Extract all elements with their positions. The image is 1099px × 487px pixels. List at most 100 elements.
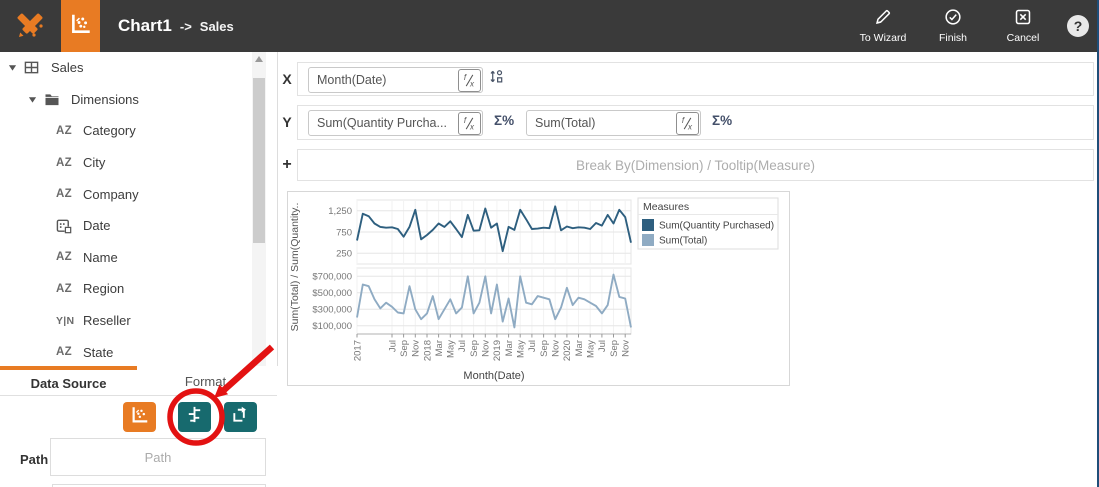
cancel-button[interactable]: Cancel [993,8,1053,44]
folder-icon [44,93,68,106]
svg-text:Mar: Mar [504,340,515,356]
az-field-icon: AZ [56,156,72,169]
svg-text:Nov: Nov [481,340,492,357]
field-layout-icon [185,405,204,429]
caret-down-icon[interactable] [8,63,24,72]
svg-text:May: May [446,340,457,358]
svg-text:Jul: Jul [527,340,538,352]
sidebar-item-state[interactable]: AZ State [0,336,277,368]
window-right-border [1097,0,1099,487]
active-chart-tool-tab[interactable] [61,0,100,52]
close-box-icon [1014,8,1032,29]
sidebar-item-sales[interactable]: Sales [0,52,277,84]
path-input[interactable] [51,439,265,475]
svg-text:2017: 2017 [352,340,363,361]
break-by-drop-row[interactable]: Break By(Dimension) / Tooltip(Measure) [297,149,1094,181]
tree-item-label: Dimensions [71,91,139,107]
flip-page-button[interactable] [224,402,257,432]
svg-text:f: f [682,116,685,125]
svg-text:2020: 2020 [562,340,573,361]
window-title: Chart1 -> Sales [118,0,234,52]
az-field-icon: AZ [56,188,72,201]
svg-text:750: 750 [336,227,352,238]
sidebar-item-city[interactable]: AZ City [0,147,277,179]
finish-label: Finish [938,32,967,44]
svg-text:Nov: Nov [411,340,422,357]
sidebar-item-category[interactable]: AZ Category [0,115,277,147]
to-wizard-button[interactable]: To Wizard [853,8,913,44]
svg-text:x: x [469,79,475,88]
svg-text:250: 250 [336,249,352,260]
field-tree: Sales Dimensions AZ Category AZ City AZ Company… [0,52,277,368]
svg-text:Sep: Sep [539,340,550,357]
pencil-icon [874,8,892,29]
x-axis-row-label: X [282,71,292,87]
chart-line-0 [356,205,632,253]
tree-item-label: Company [83,186,139,202]
app-logo-icon[interactable] [11,7,49,45]
sidebar-item-dimensions[interactable]: Dimensions [0,84,277,116]
tree-item-label: Reseller [83,313,131,329]
scrollbar-thumb[interactable] [253,78,265,243]
sidebar-item-region[interactable]: AZ Region [0,273,277,305]
sidebar-item-company[interactable]: AZ Company [0,178,277,210]
az-field-icon: AZ [56,251,72,264]
chart-ylabel: Sum(Total) / Sum(Quantity.. [289,203,301,332]
sort-order-icon[interactable] [488,68,505,85]
scatter-chart-icon [69,12,93,41]
svg-text:Jul: Jul [457,340,468,352]
svg-text:f: f [464,73,467,82]
next-input-partial [52,484,266,487]
sidebar-item-reseller[interactable]: Y|N Reseller [0,305,277,337]
path-label: Path [20,452,49,467]
az-field-icon: AZ [56,282,72,295]
measures-line-chart: 250 750 1,250 $100,000 $300,000 $500,000 $700,… [289,197,779,382]
tab-data-source[interactable]: Data Source [0,366,137,396]
tree-item-label: Category [83,123,136,139]
tab-data-source-label: Data Source [30,375,107,391]
chart-line-1 [356,273,632,329]
legend-swatch-0 [642,219,654,231]
svg-text:f: f [464,116,467,125]
scroll-up-arrow-icon[interactable] [255,56,263,62]
svg-text:May: May [516,340,527,358]
break-by-placeholder: Break By(Dimension) / Tooltip(Measure) [575,157,816,173]
sidebar-item-date[interactable]: Date [0,210,277,242]
tab-format-label: Format [184,373,227,389]
sidebar-item-name[interactable]: AZ Name [0,242,277,274]
y-axis-row-label: Y [282,114,292,130]
svg-text:Jul: Jul [597,340,608,352]
az-field-icon: AZ [56,346,72,359]
table-icon [24,60,48,75]
sigma-percent-icon[interactable]: Σ% [494,113,515,128]
sidebar-footer: Data Source Format Path [0,366,278,487]
svg-text:$700,000: $700,000 [312,272,352,283]
svg-text:$300,000: $300,000 [312,305,352,316]
svg-text:Sum(Total): Sum(Total) [659,236,707,247]
y-field-2-value: Sum(Total) [535,116,596,130]
tab-format[interactable]: Format [137,366,274,396]
help-button[interactable]: ? [1067,15,1089,37]
caret-down-icon[interactable] [28,95,44,104]
finish-button[interactable]: Finish [923,8,983,44]
panel-divider [277,52,278,487]
svg-text:Sep: Sep [469,340,480,357]
svg-text:1,250: 1,250 [328,206,352,217]
svg-text:x: x [469,122,475,131]
check-circle-icon [944,8,962,29]
chart-type-button[interactable] [123,402,156,432]
date-field-icon [56,218,80,234]
field-layout-button[interactable] [178,402,211,432]
svg-text:Nov: Nov [621,340,632,357]
sigma-percent-icon[interactable]: Σ% [712,113,733,128]
tree-scrollbar[interactable] [252,52,266,366]
